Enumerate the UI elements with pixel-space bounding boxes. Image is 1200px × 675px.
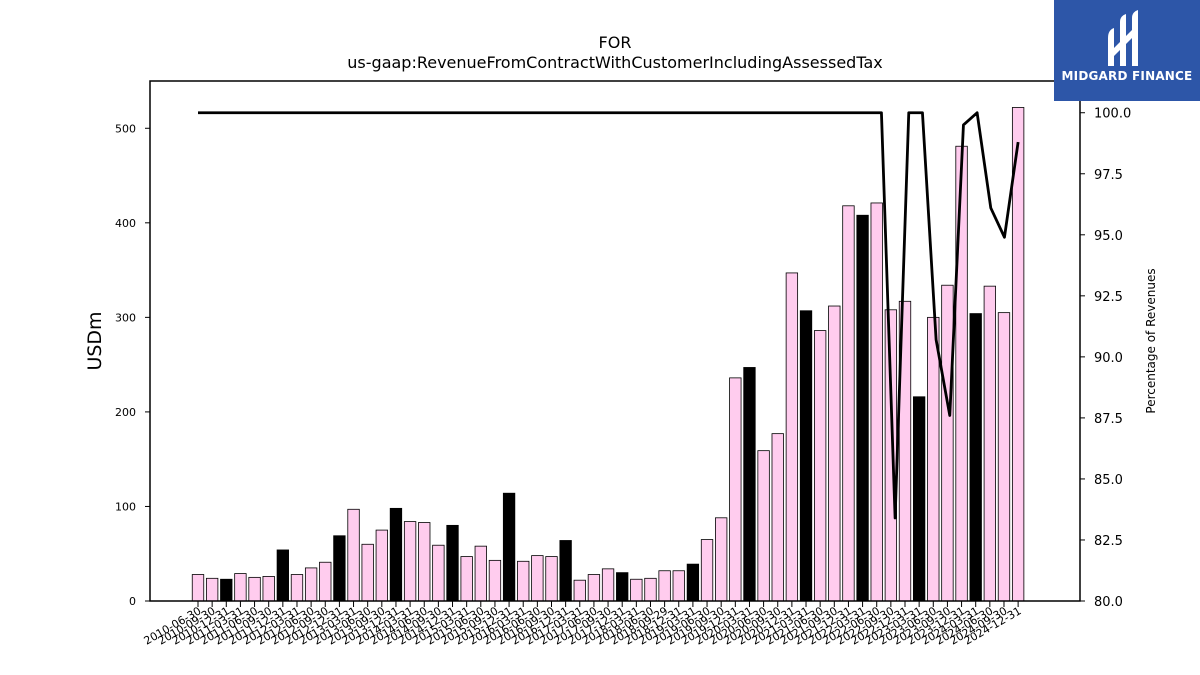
bar bbox=[488, 559, 502, 602]
bar bbox=[814, 330, 827, 602]
bar bbox=[361, 543, 374, 602]
bar bbox=[912, 396, 926, 602]
y-tick-label: 500 bbox=[115, 122, 136, 135]
y-tick-label: 400 bbox=[115, 217, 136, 230]
bar-series bbox=[191, 107, 1025, 602]
bar bbox=[403, 521, 417, 602]
bar bbox=[234, 573, 247, 602]
y2-tick-label: 85.0 bbox=[1094, 473, 1123, 488]
bar bbox=[743, 367, 756, 602]
midgard-finance-logo: MIDGARD FINANCE bbox=[1054, 0, 1200, 101]
line-series bbox=[198, 111, 1020, 520]
bar bbox=[531, 555, 544, 602]
bar bbox=[686, 563, 700, 602]
bar bbox=[785, 272, 799, 602]
y2-tick-label: 92.5 bbox=[1094, 290, 1123, 305]
y2-tick-label: 82.5 bbox=[1094, 534, 1123, 549]
bar bbox=[248, 576, 261, 602]
bar bbox=[1011, 107, 1025, 602]
bar bbox=[616, 572, 629, 602]
y2-tick-label: 95.0 bbox=[1094, 229, 1123, 244]
bar bbox=[290, 574, 304, 602]
bar bbox=[997, 312, 1011, 602]
bar bbox=[517, 560, 530, 602]
y2-tick-label: 90.0 bbox=[1094, 351, 1123, 366]
chart-title-line2: us-gaap:RevenueFromContractWithCustomerI… bbox=[347, 53, 882, 72]
bar bbox=[304, 567, 318, 602]
y-tick-label: 200 bbox=[115, 406, 136, 419]
plot-frame bbox=[149, 80, 1081, 602]
bar bbox=[658, 570, 671, 602]
bar bbox=[983, 285, 996, 602]
bar bbox=[389, 507, 403, 602]
bar bbox=[205, 577, 219, 602]
bar bbox=[941, 284, 954, 602]
bar bbox=[474, 545, 487, 602]
bar bbox=[757, 450, 770, 602]
bar bbox=[715, 517, 728, 602]
bar bbox=[870, 202, 883, 602]
bar bbox=[630, 578, 643, 602]
y2-axis-label: Percentage of Revenues bbox=[1144, 268, 1158, 413]
bar bbox=[969, 313, 982, 602]
bar bbox=[220, 578, 233, 602]
bar bbox=[446, 524, 459, 602]
bar bbox=[799, 310, 813, 602]
y2-tick-label: 80.0 bbox=[1094, 595, 1123, 610]
y-axis-label: USDm bbox=[84, 311, 106, 370]
bar bbox=[276, 549, 289, 602]
bar bbox=[333, 535, 346, 602]
bar bbox=[842, 205, 855, 602]
bar bbox=[559, 540, 572, 602]
bar bbox=[191, 574, 205, 602]
bar bbox=[418, 522, 431, 602]
y2-tick-label: 97.5 bbox=[1094, 168, 1123, 183]
bar bbox=[955, 145, 968, 602]
bar bbox=[319, 561, 332, 602]
bar bbox=[432, 544, 445, 602]
bar bbox=[644, 577, 657, 602]
y-tick-label: 0 bbox=[129, 595, 136, 608]
y-tick-label: 300 bbox=[115, 311, 136, 324]
percentage-line bbox=[198, 111, 1020, 520]
bar bbox=[347, 508, 360, 602]
bar bbox=[587, 574, 601, 602]
bar bbox=[927, 316, 940, 602]
bar bbox=[375, 529, 388, 602]
bar bbox=[262, 576, 275, 602]
bar bbox=[672, 570, 685, 602]
bar bbox=[771, 433, 784, 602]
bar bbox=[573, 579, 586, 602]
y2-tick-label: 87.5 bbox=[1094, 412, 1123, 427]
bar bbox=[700, 539, 714, 602]
y-tick-label: 100 bbox=[115, 500, 136, 513]
bar bbox=[856, 214, 869, 602]
logo-text: MIDGARD FINANCE bbox=[1061, 69, 1193, 83]
bar bbox=[502, 492, 516, 602]
bar bbox=[601, 568, 615, 602]
chart-title-line1: FOR bbox=[599, 33, 632, 52]
bar bbox=[729, 377, 742, 602]
bar bbox=[828, 305, 841, 602]
bar bbox=[460, 556, 473, 602]
y2-tick-label: 100.0 bbox=[1094, 107, 1131, 122]
bar bbox=[545, 556, 558, 602]
logo-mark-icon bbox=[1108, 10, 1138, 66]
